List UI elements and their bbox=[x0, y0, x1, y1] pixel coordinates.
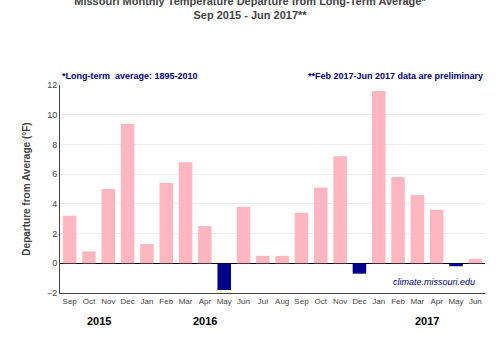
svg-text:2: 2 bbox=[52, 229, 57, 239]
svg-text:12: 12 bbox=[47, 80, 57, 90]
svg-text:Jun: Jun bbox=[237, 297, 250, 306]
svg-text:**Feb 2017-Jun 2017 data are p: **Feb 2017-Jun 2017 data are preliminary bbox=[308, 71, 483, 81]
svg-text:*Long-term average: 1895-2010: *Long-term average: 1895-2010 bbox=[62, 71, 198, 81]
svg-text:10: 10 bbox=[47, 110, 57, 120]
svg-text:Nov: Nov bbox=[101, 297, 115, 306]
svg-text:Dec: Dec bbox=[120, 297, 134, 306]
svg-text:Feb: Feb bbox=[159, 297, 173, 306]
svg-text:Apr: Apr bbox=[199, 297, 212, 306]
svg-text:2015: 2015 bbox=[87, 315, 111, 327]
svg-text:Apr: Apr bbox=[430, 297, 443, 306]
svg-text:Mar: Mar bbox=[410, 297, 424, 306]
svg-text:Aug: Aug bbox=[275, 297, 289, 306]
svg-text:Jan: Jan bbox=[372, 297, 385, 306]
svg-text:Dec: Dec bbox=[352, 297, 366, 306]
svg-text:Mar: Mar bbox=[179, 297, 193, 306]
svg-text:Oct: Oct bbox=[315, 297, 328, 306]
svg-text:May: May bbox=[217, 297, 232, 306]
svg-text:climate.missouri.edu: climate.missouri.edu bbox=[393, 277, 475, 287]
svg-text:Oct: Oct bbox=[83, 297, 96, 306]
svg-text:0: 0 bbox=[52, 258, 57, 268]
svg-text:2016: 2016 bbox=[193, 315, 217, 327]
svg-text:Jul: Jul bbox=[258, 297, 268, 306]
svg-text:Departure from Average (°F): Departure from Average (°F) bbox=[21, 122, 32, 255]
svg-text:−2: −2 bbox=[47, 288, 57, 298]
svg-text:May: May bbox=[448, 297, 463, 306]
svg-text:2017: 2017 bbox=[415, 315, 439, 327]
svg-text:Nov: Nov bbox=[333, 297, 347, 306]
svg-text:Sep: Sep bbox=[63, 297, 78, 306]
svg-text:4: 4 bbox=[52, 199, 57, 209]
svg-text:Feb: Feb bbox=[391, 297, 405, 306]
svg-text:Missouri Monthly Temperature D: Missouri Monthly Temperature Departure f… bbox=[74, 0, 426, 21]
svg-text:Jun: Jun bbox=[469, 297, 482, 306]
svg-text:Jan: Jan bbox=[140, 297, 153, 306]
svg-text:8: 8 bbox=[52, 140, 57, 150]
svg-text:6: 6 bbox=[52, 169, 57, 179]
svg-text:Sep: Sep bbox=[294, 297, 309, 306]
